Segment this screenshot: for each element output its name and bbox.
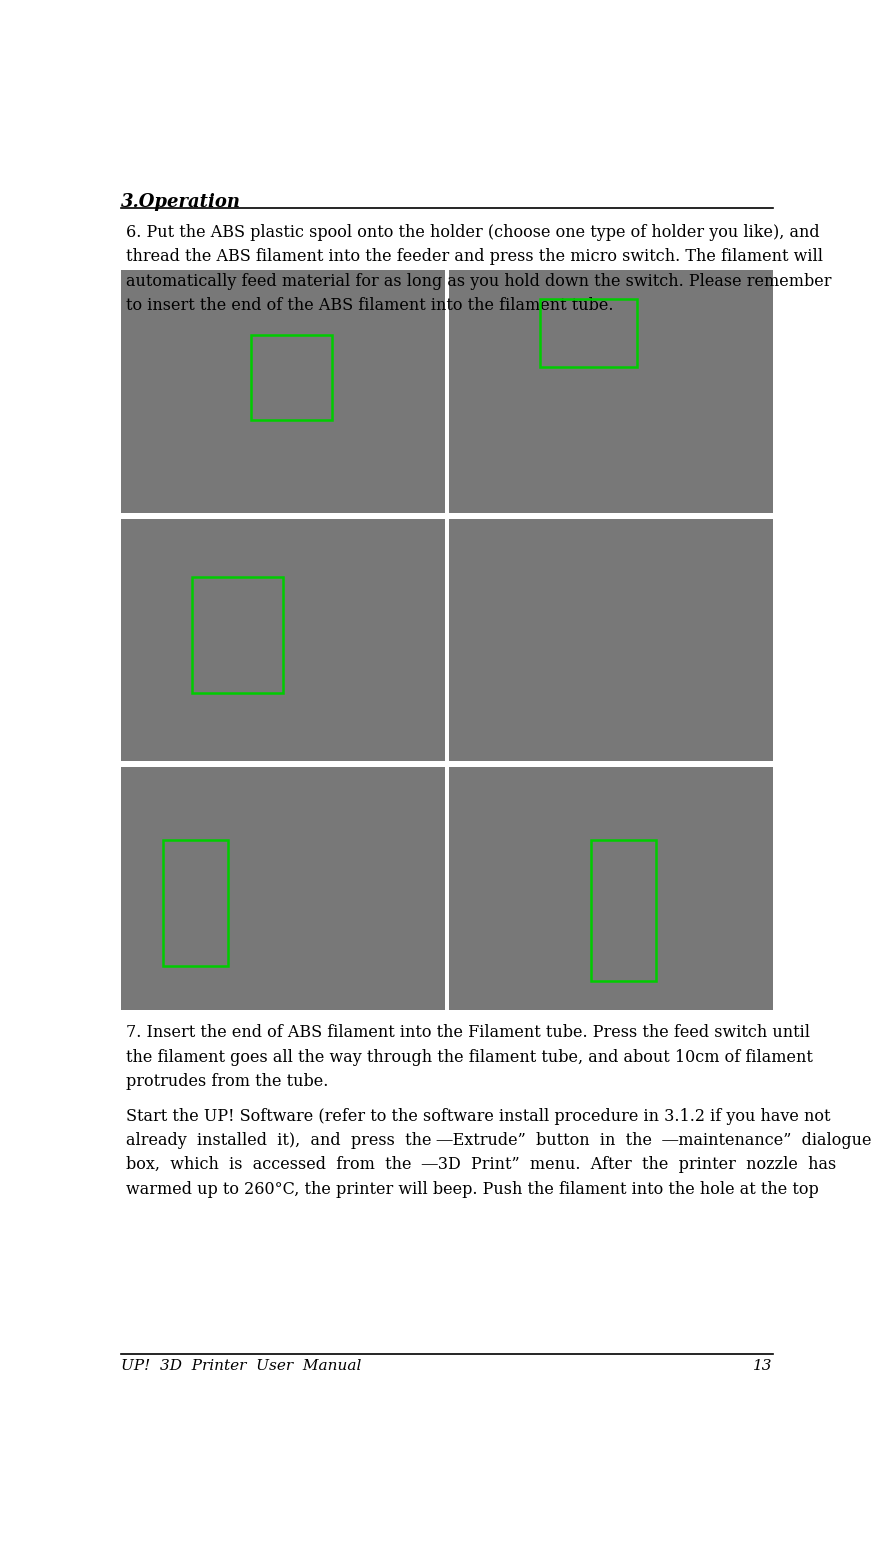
Bar	[449, 518, 773, 762]
Text: 3.Operation: 3.Operation	[121, 192, 242, 211]
Bar	[449, 270, 773, 512]
Bar	[250, 335, 331, 420]
Bar	[193, 577, 283, 693]
Text: 13: 13	[753, 1359, 773, 1373]
Text: 6. Put the ABS plastic spool onto the holder (choose one type of holder you like: 6. Put the ABS plastic spool onto the ho…	[126, 225, 831, 313]
Bar	[449, 768, 773, 1010]
Bar	[540, 299, 637, 368]
Bar	[121, 768, 445, 1010]
Text: Start the UP! Software (refer to the software install procedure in 3.1.2 if you : Start the UP! Software (refer to the sof…	[126, 1107, 871, 1197]
Bar	[121, 518, 445, 762]
Text: 7. Insert the end of ABS filament into the Filament tube. Press the feed switch : 7. Insert the end of ABS filament into t…	[126, 1025, 813, 1090]
Bar	[121, 270, 445, 512]
Bar	[591, 841, 656, 982]
Text: UP!  3D  Printer  User  Manual: UP! 3D Printer User Manual	[121, 1359, 362, 1373]
Bar	[163, 841, 228, 966]
